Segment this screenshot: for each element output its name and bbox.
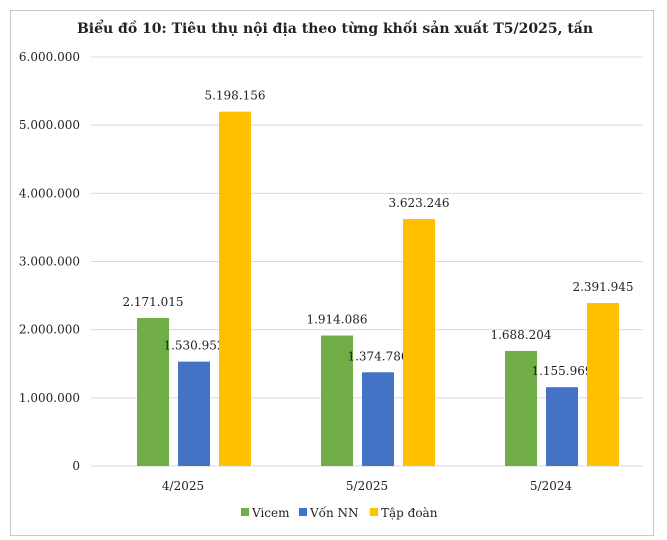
chart-title: Biểu đồ 10: Tiêu thụ nội địa theo từng k…: [77, 19, 593, 37]
y-tick-label: 1.000.000: [19, 391, 80, 405]
y-tick-label: 6.000.000: [19, 50, 80, 64]
x-tick-label: 4/2025: [162, 479, 204, 493]
legend-swatch: [241, 508, 249, 516]
data-label: 1.688.204: [490, 328, 551, 342]
bar-tập-đoàn: [587, 302, 619, 466]
data-label: 1.530.952: [163, 339, 224, 353]
x-tick-label: 5/2024: [530, 479, 573, 493]
legend-swatch: [299, 508, 307, 516]
y-tick-label: 5.000.000: [19, 118, 80, 132]
data-label: 3.623.246: [388, 196, 449, 210]
legend-label: Vicem: [251, 506, 290, 520]
data-label: 1.155.969: [531, 364, 592, 378]
legend-label: Vốn NN: [309, 505, 359, 520]
y-tick-label: 3.000.000: [19, 255, 80, 269]
bar-vicem: [321, 335, 353, 466]
bar-vicem: [505, 350, 537, 466]
bar-vốn-nn: [178, 361, 210, 466]
data-label: 1.914.086: [306, 313, 367, 327]
bar-tập-đoàn: [403, 219, 435, 466]
data-label: 2.391.945: [572, 280, 633, 294]
bar-vốn-nn: [546, 387, 578, 466]
y-tick-label: 2.000.000: [19, 323, 80, 337]
bar-vốn-nn: [362, 372, 394, 466]
legend-label: Tập đoàn: [381, 506, 438, 520]
x-tick-label: 5/2025: [346, 479, 388, 493]
data-label: 1.374.786: [347, 349, 408, 363]
legend-swatch: [370, 508, 378, 516]
data-label: 5.198.156: [204, 89, 265, 103]
bar-tập-đoàn: [219, 111, 251, 467]
y-tick-label: 4.000.000: [19, 186, 80, 200]
data-label: 2.171.015: [122, 295, 183, 309]
bar-vicem: [137, 318, 169, 466]
y-tick-label: 0: [72, 459, 80, 473]
